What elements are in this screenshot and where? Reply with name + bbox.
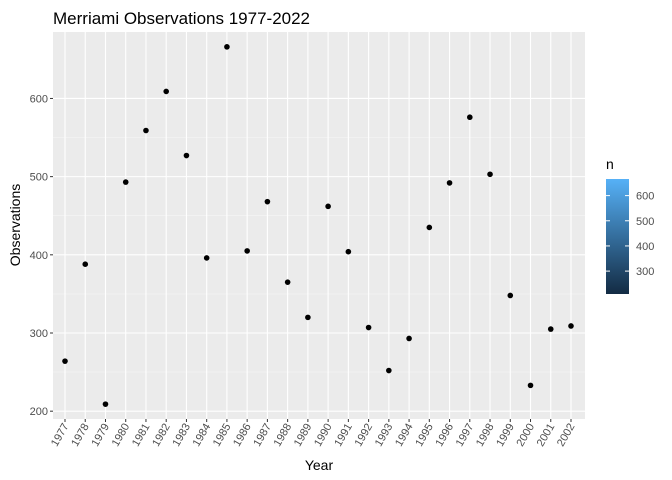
x-tick-label: 1980 xyxy=(110,422,133,449)
x-tick-label: 1977 xyxy=(49,422,72,449)
legend-title: n xyxy=(606,156,614,172)
color-legend: n 300 400 500 600 xyxy=(606,156,654,294)
x-tick-label: 1991 xyxy=(332,422,355,449)
data-point xyxy=(527,382,534,389)
data-point xyxy=(345,248,352,255)
data-point xyxy=(446,180,453,186)
data-point xyxy=(183,152,190,159)
legend-colorbar xyxy=(606,179,629,294)
data-point xyxy=(507,292,514,299)
x-tick-label: 1987 xyxy=(251,422,274,449)
data-point xyxy=(102,401,109,407)
legend-tick-label: 300 xyxy=(636,266,654,278)
data-point xyxy=(406,335,412,342)
x-tick-label: 1994 xyxy=(393,422,416,449)
data-point xyxy=(426,224,433,231)
x-tick-label: 2000 xyxy=(514,422,537,449)
x-tick-label: 1982 xyxy=(150,422,173,449)
grid-major xyxy=(53,32,585,419)
y-tick-label: 600 xyxy=(30,93,48,105)
x-tick-label: 1981 xyxy=(130,422,153,449)
x-tick-label: 1999 xyxy=(494,422,517,449)
x-tick-label: 1979 xyxy=(89,422,112,449)
data-point xyxy=(244,248,250,254)
x-tick-label: 1988 xyxy=(272,422,295,449)
grid-minor xyxy=(53,137,585,373)
data-point xyxy=(568,323,574,329)
x-tick-label: 1995 xyxy=(413,422,436,449)
x-tick-label: 1983 xyxy=(170,422,193,449)
data-point xyxy=(203,255,210,261)
legend-tick-label: 600 xyxy=(636,191,654,203)
x-tick-label: 1990 xyxy=(312,422,335,449)
legend-tick-label: 500 xyxy=(636,216,654,228)
y-axis-ticks: 200 300 400 500 600 xyxy=(30,93,53,418)
x-axis-ticks: 1977197819791980198119821983198419851986… xyxy=(49,419,578,449)
legend-tick-label: 400 xyxy=(636,241,654,253)
x-tick-label: 1985 xyxy=(211,422,234,449)
x-tick-label: 1996 xyxy=(434,422,457,449)
x-tick-label: 2002 xyxy=(555,422,578,449)
data-point xyxy=(62,358,68,364)
data-point xyxy=(122,179,129,185)
x-tick-label: 1978 xyxy=(69,422,92,449)
data-point xyxy=(82,261,89,268)
x-tick-label: 1992 xyxy=(353,422,376,449)
data-point xyxy=(386,367,392,374)
data-point xyxy=(163,88,169,95)
data-point xyxy=(143,127,149,134)
x-tick-label: 1989 xyxy=(292,422,315,449)
x-tick-label: 1986 xyxy=(231,422,254,449)
data-point xyxy=(305,314,311,321)
data-point xyxy=(284,279,291,285)
x-tick-label: 2001 xyxy=(535,422,558,449)
y-tick-label: 200 xyxy=(30,406,48,418)
data-point xyxy=(224,44,230,50)
x-tick-label: 1993 xyxy=(373,422,396,449)
plot-panel xyxy=(53,32,585,419)
data-point xyxy=(325,203,331,210)
data-point xyxy=(264,198,271,205)
chart-title: Merriami Observations 1977-2022 xyxy=(53,9,310,28)
data-point xyxy=(547,326,554,332)
data-points xyxy=(62,44,574,407)
x-tick-label: 1998 xyxy=(474,422,497,449)
x-tick-label: 1984 xyxy=(191,422,214,449)
y-tick-label: 300 xyxy=(30,328,48,340)
x-axis-title: Year xyxy=(305,457,334,473)
y-axis-title: Observations xyxy=(7,184,23,266)
legend-ticks: 300 400 500 600 xyxy=(606,191,654,278)
data-point xyxy=(487,171,493,178)
x-tick-label: 1997 xyxy=(454,422,477,449)
data-point xyxy=(467,114,473,121)
data-point xyxy=(365,324,372,331)
y-tick-label: 400 xyxy=(30,250,48,262)
y-tick-label: 500 xyxy=(30,172,48,184)
